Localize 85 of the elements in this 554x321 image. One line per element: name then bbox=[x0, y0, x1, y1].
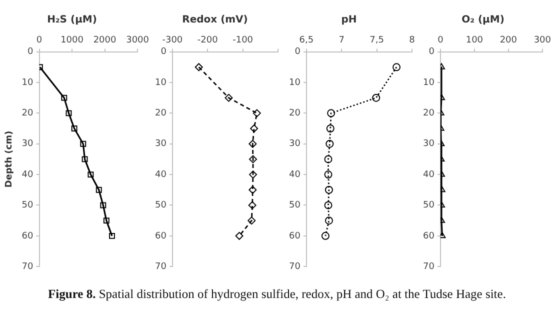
point bbox=[249, 170, 258, 179]
point bbox=[252, 109, 261, 118]
point bbox=[103, 218, 110, 224]
point bbox=[235, 232, 244, 240]
y-tick-label: 40 bbox=[423, 170, 435, 180]
y-tick-label: 0 bbox=[428, 47, 435, 58]
x-tick-label: 1000 bbox=[60, 36, 84, 46]
chart-title: O₂ (μM) bbox=[462, 14, 504, 26]
x-tick-label: 8 bbox=[409, 36, 416, 46]
y-tick-label: 30 bbox=[423, 139, 435, 150]
point bbox=[248, 216, 256, 225]
y-tick-label: 30 bbox=[22, 139, 34, 150]
point bbox=[224, 94, 233, 102]
x-tick-label: 6,5 bbox=[299, 36, 314, 46]
point bbox=[82, 156, 88, 162]
point bbox=[248, 186, 257, 194]
x-tick-label: 100 bbox=[466, 36, 484, 46]
y-tick-label: 0 bbox=[28, 47, 34, 58]
point bbox=[324, 155, 332, 164]
y-tick-label: 60 bbox=[423, 231, 435, 242]
point bbox=[80, 140, 86, 147]
y-tick-label: 10 bbox=[289, 78, 301, 88]
y-tick-label: 50 bbox=[289, 200, 301, 211]
point bbox=[324, 186, 333, 194]
y-tick-label: 50 bbox=[423, 200, 435, 211]
point bbox=[327, 109, 336, 118]
point bbox=[88, 172, 94, 178]
y-tick-label: 70 bbox=[289, 262, 301, 272]
x-tick-label: -100 bbox=[232, 36, 254, 46]
y-tick-label: 60 bbox=[22, 231, 34, 242]
y-tick-label: 20 bbox=[155, 108, 167, 119]
point bbox=[392, 63, 401, 72]
caption: Figure 8. Spatial distribution of hydrogen sulfide, redox, pH and O₂ at the Tudse Hage site. bbox=[48, 287, 506, 301]
point bbox=[372, 94, 380, 102]
chart-title: H₂S (μM) bbox=[47, 14, 97, 26]
point bbox=[71, 126, 78, 132]
x-tick-label: 7 bbox=[338, 36, 344, 46]
y-axis-title: Depth (cm) bbox=[4, 130, 15, 188]
y-tick-label: 0 bbox=[294, 47, 301, 58]
x-tick-label: 200 bbox=[500, 36, 518, 46]
point bbox=[326, 124, 334, 133]
x-tick-label: -200 bbox=[197, 36, 218, 46]
y-tick-label: 40 bbox=[22, 170, 34, 180]
y-tick-label: 50 bbox=[22, 200, 34, 211]
point bbox=[100, 202, 106, 208]
y-tick-label: 70 bbox=[423, 262, 435, 272]
x-tick-label: 2000 bbox=[93, 36, 117, 46]
x-tick-label: 3000 bbox=[126, 36, 150, 46]
point bbox=[248, 201, 256, 210]
x-tick-label: 300 bbox=[534, 36, 552, 46]
y-tick-label: 10 bbox=[22, 78, 34, 88]
point bbox=[250, 124, 258, 133]
point bbox=[324, 201, 332, 210]
point bbox=[61, 94, 68, 101]
point bbox=[96, 186, 102, 193]
y-tick-label: 60 bbox=[155, 231, 167, 242]
y-tick-label: 0 bbox=[160, 47, 167, 58]
point bbox=[249, 155, 258, 164]
point bbox=[66, 110, 72, 116]
y-tick-label: 70 bbox=[22, 262, 34, 272]
x-tick-label: 0 bbox=[36, 36, 42, 46]
point bbox=[248, 140, 257, 148]
y-tick-label: 10 bbox=[423, 78, 435, 88]
y-tick-label: 30 bbox=[289, 139, 301, 150]
x-tick-label: 7,5 bbox=[370, 36, 384, 46]
chart-title: Redox (mV) bbox=[182, 14, 248, 26]
point bbox=[321, 232, 330, 240]
y-tick-label: 40 bbox=[289, 170, 301, 180]
y-tick-label: 20 bbox=[289, 108, 301, 119]
y-tick-label: 70 bbox=[155, 262, 167, 272]
x-tick-label: 0 bbox=[438, 36, 444, 46]
point bbox=[109, 232, 115, 239]
y-tick-label: 40 bbox=[155, 170, 167, 180]
y-tick-label: 20 bbox=[22, 108, 34, 119]
y-tick-label: 10 bbox=[155, 78, 167, 88]
point bbox=[194, 63, 203, 72]
point bbox=[326, 140, 334, 148]
point bbox=[324, 170, 332, 179]
x-tick-label: -300 bbox=[162, 36, 183, 46]
y-tick-label: 60 bbox=[289, 231, 301, 242]
chart-title: pH bbox=[341, 14, 357, 26]
y-tick-label: 30 bbox=[155, 139, 167, 150]
y-tick-label: 50 bbox=[155, 200, 167, 211]
point bbox=[324, 216, 333, 225]
y-tick-label: 20 bbox=[423, 108, 435, 119]
